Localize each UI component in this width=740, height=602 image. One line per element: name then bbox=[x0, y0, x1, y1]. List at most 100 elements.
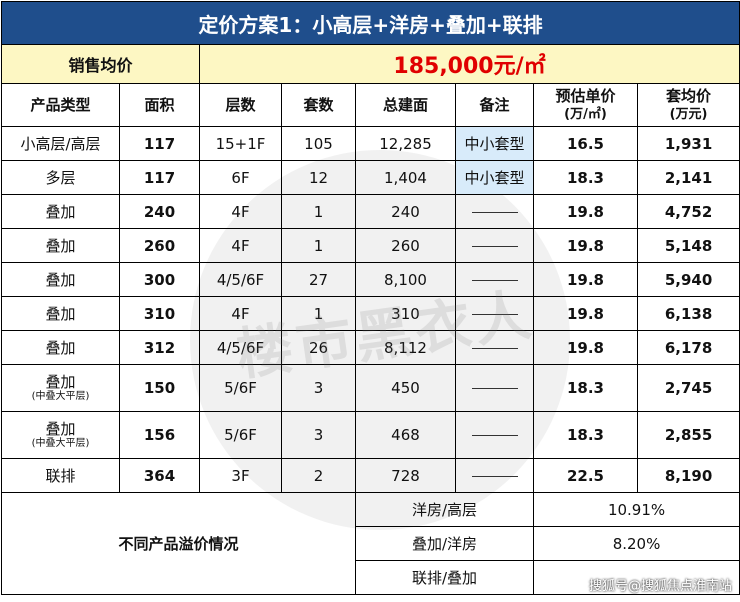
area-cell: 150 bbox=[119, 364, 200, 412]
floors-cell: 4F bbox=[199, 194, 282, 229]
header-unit-price-line1: 预估单价 bbox=[555, 86, 616, 105]
units-cell: 1 bbox=[281, 296, 356, 331]
floors-cell: 4F bbox=[199, 296, 282, 331]
header-total-price-line2: (万元) bbox=[669, 106, 708, 122]
product-type-cell: 叠加 bbox=[1, 228, 120, 263]
floors-cell: 4/5/6F bbox=[199, 262, 282, 297]
unit-price-cell: 22.5 bbox=[533, 458, 638, 493]
note-cell bbox=[455, 194, 534, 229]
total-price-cell: 4,752 bbox=[636, 194, 740, 229]
product-type-label: 联排 bbox=[45, 466, 76, 485]
premium-label: 不同产品溢价情况 bbox=[1, 492, 356, 595]
floors-cell: 3F bbox=[199, 458, 282, 493]
area-cell: 260 bbox=[119, 228, 200, 263]
premium-item-value: 10.91% bbox=[532, 492, 740, 527]
product-type-label: 叠加 bbox=[45, 338, 76, 357]
gfa-cell: 450 bbox=[355, 364, 456, 412]
product-type-label: 小高层/高层 bbox=[20, 134, 101, 153]
area-cell: 310 bbox=[119, 296, 200, 331]
units-cell: 2 bbox=[281, 458, 356, 493]
table-row: 叠加 300 4/5/6F 27 8,100 19.8 5,940 bbox=[1, 262, 740, 297]
product-type-cell: 叠加 bbox=[1, 194, 120, 229]
area-cell: 117 bbox=[119, 126, 200, 161]
header-gfa: 总建面 bbox=[355, 83, 456, 127]
product-type-cell: 叠加 bbox=[1, 330, 120, 365]
gfa-cell: 468 bbox=[355, 411, 456, 459]
table-row: 联排 364 3F 2 728 22.5 8,190 bbox=[1, 458, 740, 493]
floors-cell: 15+1F bbox=[199, 126, 282, 161]
floors-cell: 6F bbox=[199, 160, 282, 195]
dash-line bbox=[471, 347, 518, 349]
table-row: 叠加 312 4/5/6F 26 8,112 19.8 6,178 bbox=[1, 330, 740, 365]
gfa-cell: 8,112 bbox=[355, 330, 456, 365]
units-cell: 1 bbox=[281, 228, 356, 263]
header-total-price-line1: 套均价 bbox=[666, 86, 712, 105]
product-type-cell: 叠加 (中叠大平层) bbox=[1, 411, 120, 459]
product-subtype-label: (中叠大平层) bbox=[31, 391, 90, 402]
product-type-label: 叠加 bbox=[45, 420, 76, 438]
units-cell: 3 bbox=[281, 364, 356, 412]
product-type-label: 叠加 bbox=[45, 373, 76, 391]
units-cell: 1 bbox=[281, 194, 356, 229]
table-row: 叠加 240 4F 1 240 19.8 4,752 bbox=[1, 194, 740, 229]
product-type-cell: 叠加 bbox=[1, 296, 120, 331]
premium-item-value: 8.20% bbox=[532, 526, 740, 561]
product-subtype-label: (中叠大平层) bbox=[31, 438, 90, 449]
dash-line bbox=[471, 245, 518, 247]
dash-line bbox=[471, 211, 518, 213]
unit-price-cell: 18.3 bbox=[533, 411, 638, 459]
gfa-cell: 310 bbox=[355, 296, 456, 331]
units-cell: 3 bbox=[281, 411, 356, 459]
unit-price-cell: 19.8 bbox=[533, 330, 638, 365]
product-type-cell: 小高层/高层 bbox=[1, 126, 120, 161]
dash-line bbox=[471, 388, 518, 389]
total-price-cell: 5,940 bbox=[636, 262, 740, 297]
note-cell bbox=[455, 364, 534, 412]
floors-cell: 4/5/6F bbox=[199, 330, 282, 365]
total-price-cell: 6,178 bbox=[636, 330, 740, 365]
total-price-cell: 2,745 bbox=[636, 364, 740, 412]
units-cell: 27 bbox=[281, 262, 356, 297]
gfa-cell: 12,285 bbox=[355, 126, 456, 161]
sales-average-label: 销售均价 bbox=[1, 44, 200, 84]
table-row: 叠加 (中叠大平层) 156 5/6F 3 468 18.3 2,855 bbox=[1, 411, 740, 459]
units-cell: 26 bbox=[281, 330, 356, 365]
table-title: 定价方案1：小高层+洋房+叠加+联排 bbox=[0, 1, 740, 45]
note-cell bbox=[455, 228, 534, 263]
gfa-cell: 260 bbox=[355, 228, 456, 263]
dash-line bbox=[471, 313, 518, 315]
product-type-cell: 联排 bbox=[1, 458, 120, 493]
note-cell bbox=[455, 296, 534, 331]
note-cell bbox=[455, 330, 534, 365]
header-note: 备注 bbox=[455, 83, 534, 127]
product-type-label: 叠加 bbox=[45, 270, 76, 289]
total-price-cell: 8,190 bbox=[636, 458, 740, 493]
unit-price-cell: 16.5 bbox=[533, 126, 638, 161]
units-cell: 12 bbox=[281, 160, 356, 195]
floors-cell: 5/6F bbox=[199, 364, 282, 412]
note-cell bbox=[455, 458, 534, 493]
units-cell: 105 bbox=[281, 126, 356, 161]
dash-line bbox=[471, 279, 518, 281]
table-row: 叠加 (中叠大平层) 150 5/6F 3 450 18.3 2,745 bbox=[1, 364, 740, 412]
unit-price-cell: 18.3 bbox=[533, 364, 638, 412]
total-price-cell: 2,141 bbox=[636, 160, 740, 195]
header-area: 面积 bbox=[119, 83, 200, 127]
header-total-price: 套均价 (万元) bbox=[636, 83, 740, 127]
note-cell: 中小套型 bbox=[455, 126, 534, 161]
unit-price-cell: 19.8 bbox=[533, 228, 638, 263]
premium-item-label: 叠加/洋房 bbox=[355, 526, 534, 561]
header-type: 产品类型 bbox=[1, 83, 120, 127]
header-unit-price-line2: (万/㎡) bbox=[564, 106, 607, 122]
product-type-cell: 多层 bbox=[1, 160, 120, 195]
product-type-label: 多层 bbox=[45, 168, 76, 187]
area-cell: 156 bbox=[119, 411, 200, 459]
product-type-label: 叠加 bbox=[45, 202, 76, 221]
premium-item-label: 洋房/高层 bbox=[355, 492, 534, 527]
floors-cell: 4F bbox=[199, 228, 282, 263]
area-cell: 364 bbox=[119, 458, 200, 493]
area-cell: 117 bbox=[119, 160, 200, 195]
header-floors: 层数 bbox=[199, 83, 282, 127]
